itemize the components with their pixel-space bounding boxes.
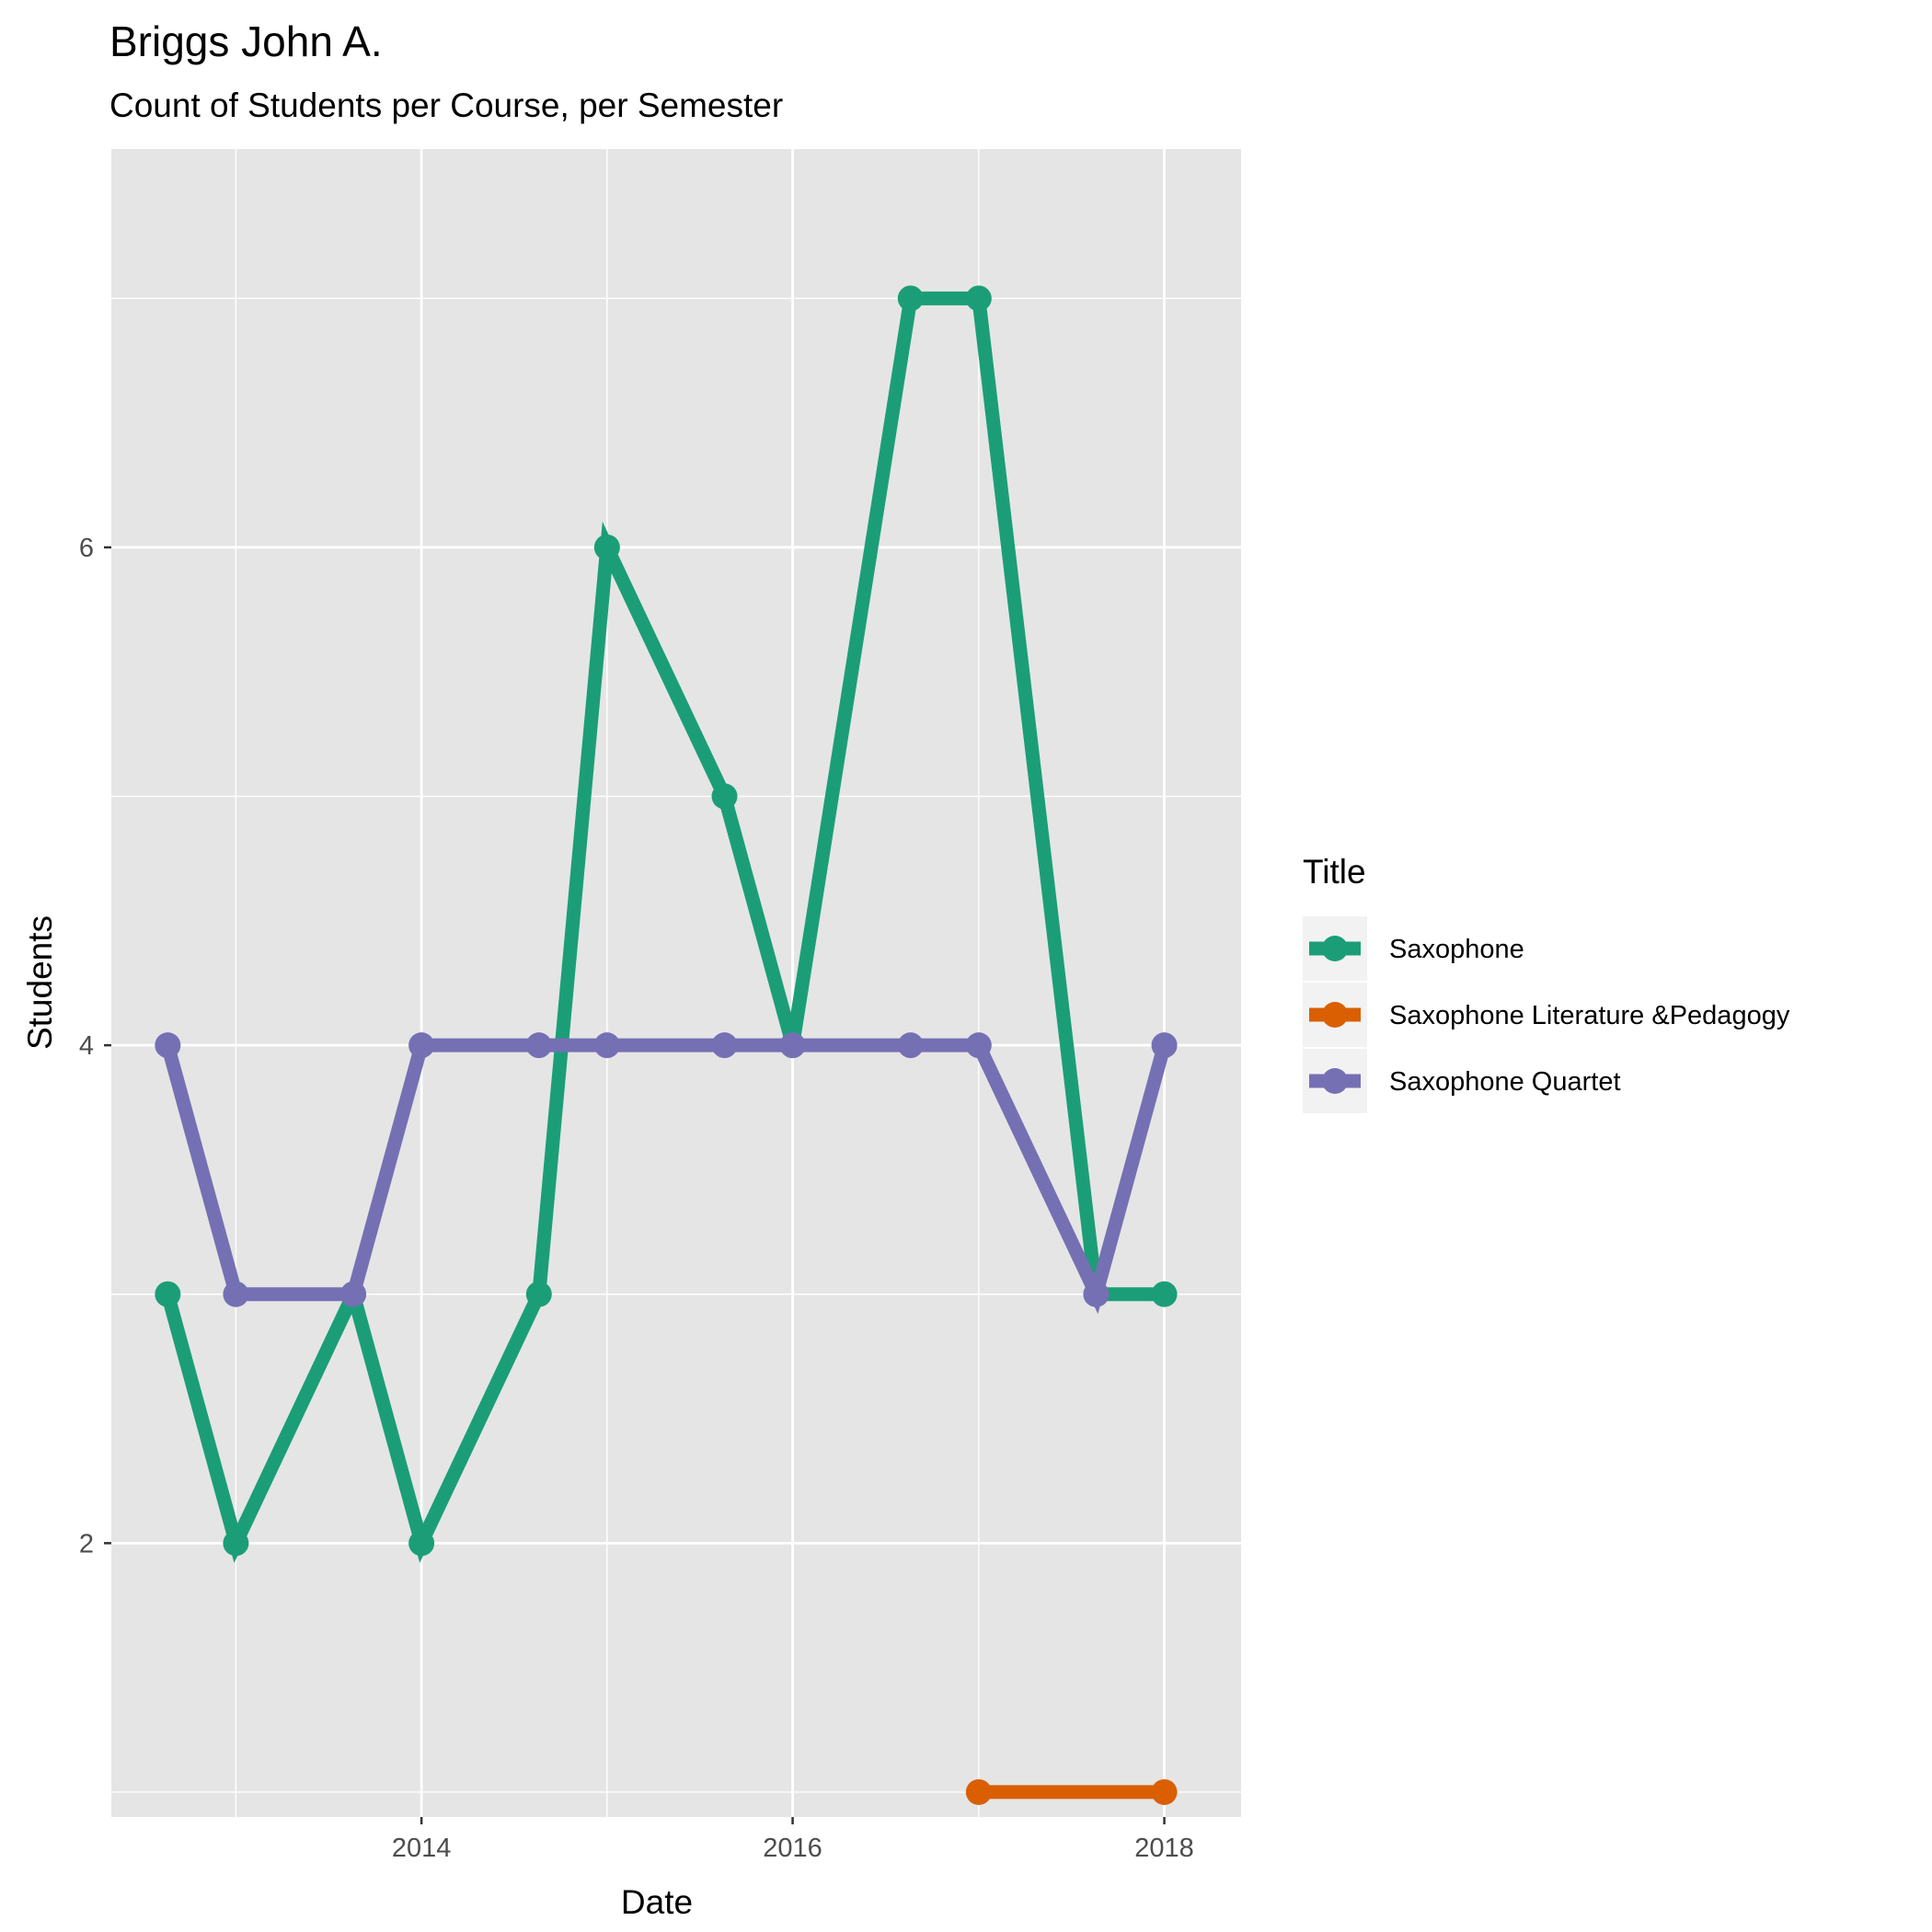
data-point: [897, 285, 924, 312]
legend-key-point: [1322, 1002, 1348, 1028]
data-point: [408, 1530, 435, 1557]
series-layer: [155, 285, 1178, 1805]
legend-item: Saxophone Literature &Pedagogy: [1303, 983, 1790, 1047]
data-point: [779, 1032, 806, 1059]
data-point: [593, 534, 620, 560]
data-point: [897, 1032, 924, 1059]
legend-title: Title: [1303, 853, 1366, 891]
plot-area: [111, 149, 1241, 1817]
legend: Title Saxophone Saxophone Literature &Ped…: [1303, 853, 1790, 1113]
legend-label: Saxophone: [1389, 935, 1524, 964]
series-saxophone-quartet: [155, 1032, 1178, 1315]
data-point: [711, 783, 738, 810]
legend-key-point: [1322, 936, 1348, 961]
series-line: [161, 291, 1165, 1563]
y-tick-label: 4: [79, 1031, 94, 1061]
data-point: [1151, 1032, 1178, 1059]
data-point: [155, 1032, 181, 1059]
legend-label: Saxophone Quartet: [1389, 1067, 1621, 1097]
axes: 2014 2016 2018 2 4 6: [79, 534, 1194, 1863]
data-point: [965, 285, 992, 312]
chart-title: Briggs John A.: [109, 17, 383, 65]
x-tick-label: 2016: [763, 1834, 822, 1863]
chart-subtitle: Count of Students per Course, per Semest…: [109, 86, 783, 124]
data-point: [593, 1032, 620, 1059]
plot-background: [111, 149, 1241, 1817]
x-axis-label: Date: [621, 1883, 693, 1921]
data-point: [965, 1778, 992, 1805]
data-point: [223, 1530, 249, 1557]
data-point: [340, 1281, 367, 1307]
series-saxophone-literature-pedagogy: [965, 1778, 1178, 1805]
data-point: [1151, 1281, 1178, 1307]
data-point: [408, 1032, 435, 1059]
data-point: [525, 1032, 552, 1059]
legend-key-point: [1322, 1068, 1348, 1094]
data-point: [155, 1281, 181, 1307]
x-tick-label: 2014: [392, 1834, 452, 1863]
legend-label: Saxophone Literature &Pedagogy: [1389, 1001, 1790, 1030]
data-point: [525, 1281, 552, 1307]
data-point: [223, 1281, 249, 1307]
data-point: [1151, 1778, 1178, 1805]
data-point: [711, 1032, 738, 1059]
data-point: [1083, 1281, 1110, 1307]
x-tick-label: 2018: [1134, 1834, 1194, 1863]
legend-item: Saxophone: [1303, 916, 1524, 981]
y-tick-label: 2: [79, 1529, 94, 1558]
legend-item: Saxophone Quartet: [1303, 1049, 1621, 1113]
y-axis-label: Students: [21, 915, 59, 1050]
y-tick-label: 6: [79, 534, 94, 563]
series-line: [161, 1038, 1171, 1315]
data-point: [965, 1032, 992, 1059]
